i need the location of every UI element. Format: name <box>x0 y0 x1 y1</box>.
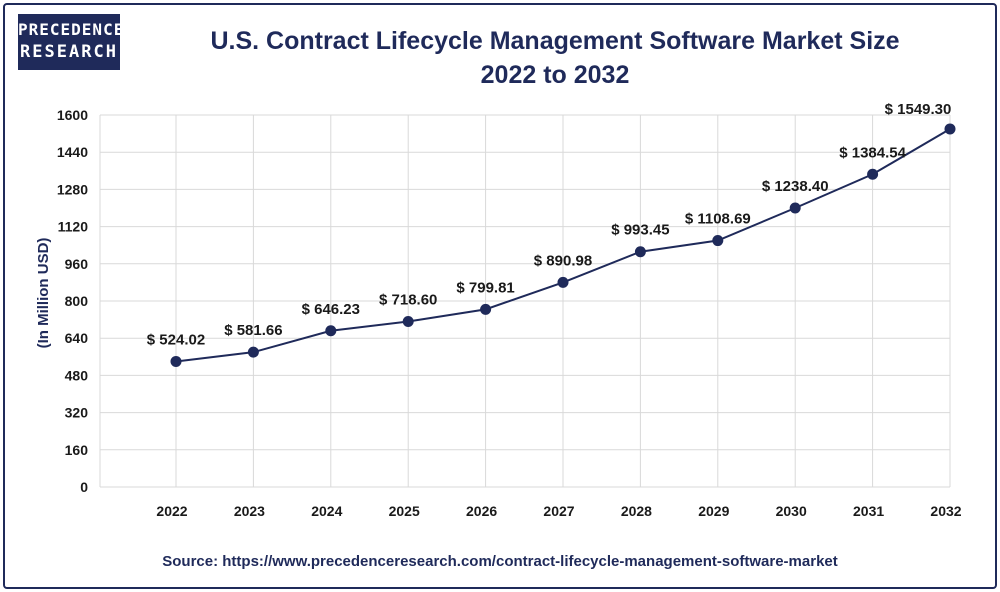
y-tick-label: 0 <box>80 479 88 495</box>
x-tick-label: 2025 <box>389 503 420 519</box>
data-point <box>712 235 724 247</box>
data-point <box>402 315 414 327</box>
chart-title: U.S. Contract Lifecycle Management Softw… <box>130 24 980 92</box>
y-tick-label: 1280 <box>57 181 88 197</box>
x-tick-label: 2030 <box>776 503 807 519</box>
y-tick-label: 800 <box>65 293 89 309</box>
y-tick-label: 480 <box>65 367 89 383</box>
grid <box>100 114 951 488</box>
x-tick-label: 2028 <box>621 503 652 519</box>
source-caption: Source: https://www.precedenceresearch.c… <box>162 553 838 570</box>
data-label: $ 718.60 <box>379 291 437 308</box>
x-tick-label: 2027 <box>543 503 574 519</box>
chart-frame <box>3 3 997 589</box>
y-tick-label: 160 <box>65 442 89 458</box>
data-label: $ 1384.54 <box>839 144 906 161</box>
y-tick-label: 1440 <box>57 144 88 160</box>
y-tick-label: 640 <box>65 330 89 346</box>
data-labels: $ 524.02 $ 581.66 $ 646.23 $ 718.60 $ 799.81… <box>147 101 952 349</box>
x-tick-label: 2032 <box>930 503 961 519</box>
y-axis-label: (In Million USD) <box>35 238 52 349</box>
data-point <box>247 346 259 358</box>
data-label: $ 1108.69 <box>685 211 751 228</box>
x-tick-label: 2031 <box>853 503 884 519</box>
data-label: $ 890.98 <box>534 252 592 269</box>
data-label: $ 993.45 <box>611 222 669 239</box>
logo-line-1: PRECEDENCE <box>18 20 125 39</box>
data-label: $ 1238.40 <box>762 178 829 195</box>
data-label: $ 524.02 <box>147 331 205 348</box>
logo-line-2: RESEARCH <box>20 42 118 62</box>
data-point <box>634 246 646 258</box>
precedence-research-logo: PRECEDENCE RESEARCH <box>18 14 125 70</box>
chart-title-line-2: 2022 to 2032 <box>480 61 630 89</box>
data-label: $ 799.81 <box>456 279 514 296</box>
data-point <box>557 276 569 288</box>
y-tick-label: 960 <box>65 256 89 272</box>
data-point <box>325 325 337 337</box>
data-label: $ 581.66 <box>224 322 282 339</box>
y-tick-label: 320 <box>65 405 89 421</box>
data-label: $ 646.23 <box>302 301 360 318</box>
data-point <box>867 168 879 180</box>
data-label: $ 1549.30 <box>885 101 952 118</box>
x-tick-label: 2024 <box>311 503 342 519</box>
axes: 0 160 320 480 640 800 960 1120 1280 1440 1600 2022 2… <box>35 107 962 519</box>
chart-title-line-1: U.S. Contract Lifecycle Management Softw… <box>210 27 900 55</box>
y-tick-label: 1600 <box>57 107 88 123</box>
data-point <box>789 202 801 214</box>
x-tick-label: 2029 <box>698 503 729 519</box>
data-point <box>480 303 492 315</box>
data-point <box>170 355 182 367</box>
series <box>170 123 956 367</box>
x-tick-label: 2026 <box>466 503 497 519</box>
y-tick-label: 1120 <box>58 219 89 235</box>
x-tick-label: 2023 <box>234 503 265 519</box>
x-tick-label: 2022 <box>156 503 187 519</box>
data-point <box>944 123 956 135</box>
